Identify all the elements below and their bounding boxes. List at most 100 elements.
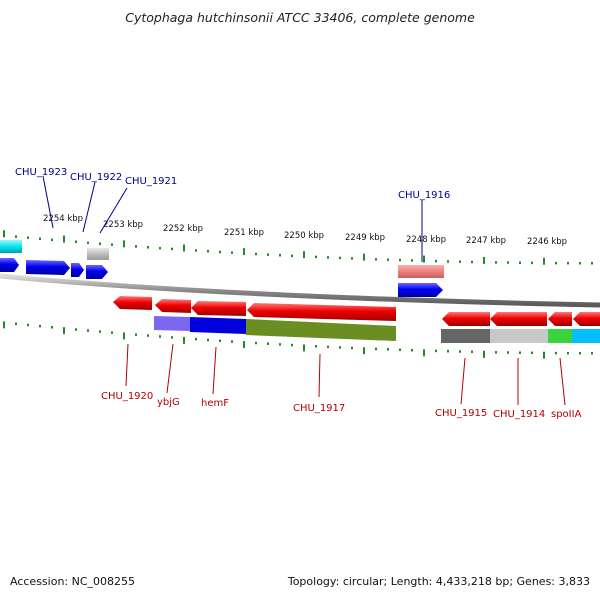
forward-gene-arrow xyxy=(71,263,84,277)
scale-tick xyxy=(267,253,269,256)
scale-tick xyxy=(3,230,5,238)
scale-label: 2252 kbp xyxy=(163,224,203,234)
scale-tick xyxy=(399,258,401,262)
scale-tick xyxy=(123,332,125,340)
scale-tick xyxy=(111,243,113,246)
scale-tick xyxy=(339,346,341,349)
scale-tick xyxy=(267,342,269,345)
gene-label-chu-1916[interactable]: CHU_1916 xyxy=(398,190,450,201)
leader-line xyxy=(318,353,321,398)
gene-label-chu-1922[interactable]: CHU_1922 xyxy=(70,172,122,183)
scale-tick xyxy=(231,251,233,254)
reverse-gene-arrow xyxy=(191,301,246,316)
scale-tick xyxy=(291,254,293,258)
accession-text: Accession: NC_008255 xyxy=(10,575,135,588)
gene-label-ybjg[interactable]: ybjG xyxy=(157,397,180,408)
reverse-gene-arrow xyxy=(155,299,191,313)
scale-tick xyxy=(351,257,353,260)
scale-tick xyxy=(543,351,545,359)
scale-tick xyxy=(39,237,41,241)
scale-tick xyxy=(279,343,281,346)
cog-block-darkgray xyxy=(441,329,490,343)
scale-tick xyxy=(63,327,65,335)
scale-tick xyxy=(75,328,77,331)
forward-gene-arrow xyxy=(26,260,70,275)
map-title: Cytophaga hutchinsonii ATCC 33406, compl… xyxy=(125,10,475,25)
gene-label-chu-1914[interactable]: CHU_1914 xyxy=(493,409,545,420)
scale-tick xyxy=(159,246,161,250)
scale-tick xyxy=(555,351,557,355)
scale-tick xyxy=(471,260,473,264)
scale-label: 2250 kbp xyxy=(284,231,324,241)
scale-tick xyxy=(195,337,197,341)
scale-tick xyxy=(351,346,353,350)
cog-block-purple xyxy=(154,316,190,331)
scale-tick xyxy=(99,242,101,245)
gene-label-hemf[interactable]: hemF xyxy=(201,398,229,409)
scale-tick xyxy=(63,235,65,243)
leader-line xyxy=(99,187,128,234)
scale-tick xyxy=(87,241,89,245)
scale-ticks-top xyxy=(3,230,593,265)
scale-tick xyxy=(327,256,329,259)
scale-tick xyxy=(171,247,173,251)
gene-label-chu-1920[interactable]: CHU_1920 xyxy=(101,391,153,402)
forward-cog-track xyxy=(0,240,444,278)
scale-tick xyxy=(435,349,437,353)
scale-tick xyxy=(459,260,461,263)
scale-tick xyxy=(135,245,137,248)
gene-label-chu-1917[interactable]: CHU_1917 xyxy=(293,403,345,414)
scale-label: 2251 kbp xyxy=(224,228,264,238)
reverse-gene-arrow xyxy=(490,312,547,326)
reverse-gene-arrow xyxy=(247,303,396,321)
scale-tick xyxy=(15,322,17,326)
cog-block-olive xyxy=(246,319,396,341)
scale-tick xyxy=(303,251,305,259)
leader-line xyxy=(559,357,566,406)
gene-label-chu-1921[interactable]: CHU_1921 xyxy=(125,176,177,187)
scale-tick xyxy=(291,343,293,347)
leader-line xyxy=(125,343,129,387)
cog-block-gray xyxy=(87,248,109,260)
cog-block-blue xyxy=(190,317,246,334)
gene-label-spoiia[interactable]: spoIIA xyxy=(551,409,582,420)
cog-block-lightgray xyxy=(490,329,548,343)
gene-label-chu-1915[interactable]: CHU_1915 xyxy=(435,408,487,419)
scale-tick xyxy=(579,261,581,265)
leader-line xyxy=(212,346,217,395)
scale-tick xyxy=(531,261,533,265)
scale-tick xyxy=(555,261,557,265)
scale-tick xyxy=(339,256,341,260)
forward-gene-arrow xyxy=(86,265,108,279)
scale-tick xyxy=(375,347,377,351)
scale-tick xyxy=(219,339,221,343)
scale-tick xyxy=(435,259,437,263)
scale-tick xyxy=(411,259,413,262)
scale-tick xyxy=(123,240,125,248)
scale-tick xyxy=(591,261,593,265)
scale-tick xyxy=(483,350,485,358)
scale-tick xyxy=(243,248,245,256)
scale-tick xyxy=(183,244,185,252)
scale-tick xyxy=(195,249,197,252)
scale-tick xyxy=(39,324,41,328)
scale-tick xyxy=(567,351,569,355)
scale-tick xyxy=(75,240,77,244)
scale-label: 2249 kbp xyxy=(345,233,385,243)
scale-tick xyxy=(135,333,137,336)
scale-tick xyxy=(591,351,593,355)
cog-block-pink xyxy=(398,265,444,278)
scale-tick xyxy=(459,350,461,353)
scale-tick xyxy=(363,347,365,355)
gene-label-chu-1923[interactable]: CHU_1923 xyxy=(15,167,67,178)
scale-tick xyxy=(543,257,545,265)
cog-block-cyan-lower xyxy=(572,329,600,343)
scale-tick xyxy=(99,330,101,333)
scale-labels: 2254 kbp 2253 kbp 2252 kbp 2251 kbp 2250… xyxy=(43,214,567,247)
scale-tick xyxy=(375,258,377,261)
scale-tick xyxy=(183,337,185,345)
scale-tick xyxy=(387,348,389,351)
scale-label: 2253 kbp xyxy=(103,220,143,230)
leader-line xyxy=(82,181,96,233)
scale-tick xyxy=(279,253,281,257)
